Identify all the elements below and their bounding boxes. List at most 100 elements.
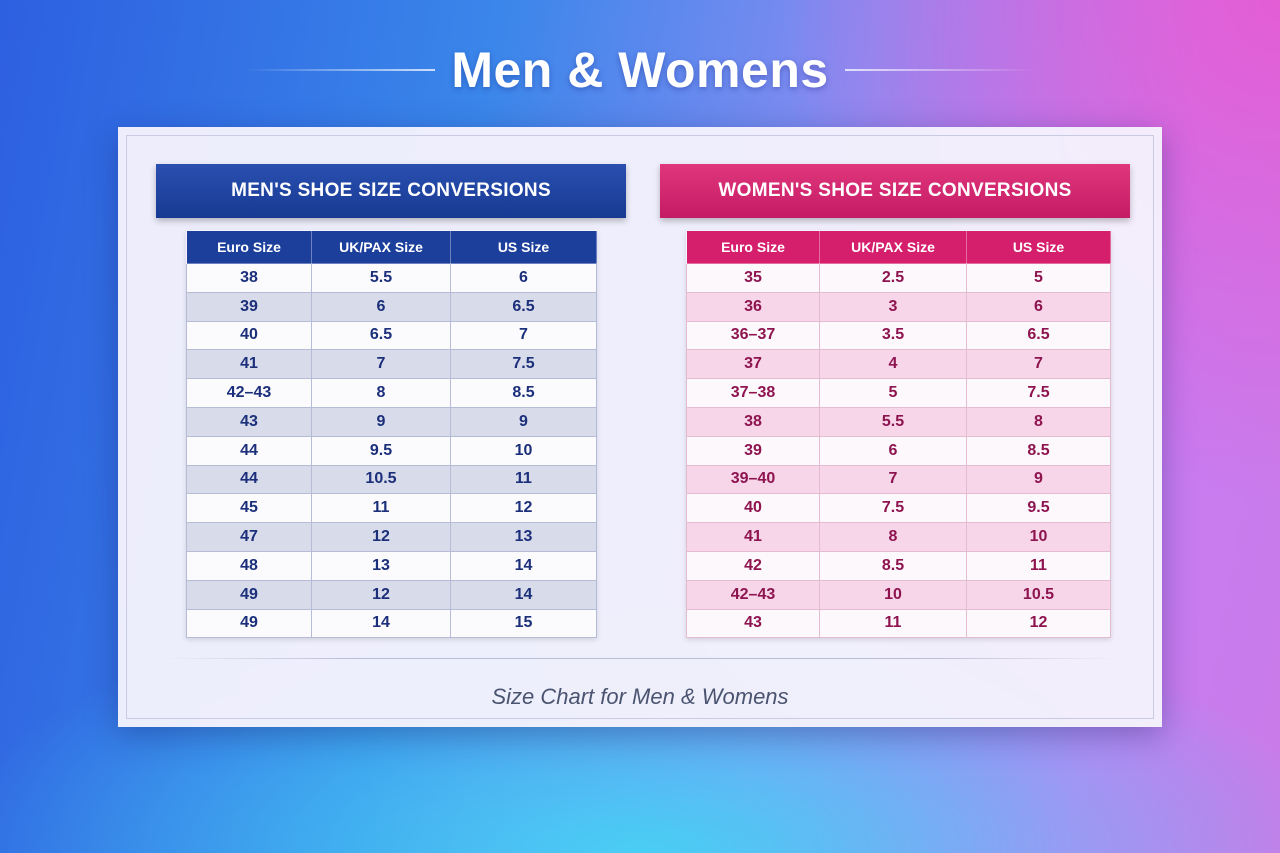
title-divider-left — [245, 69, 436, 71]
women-us-size-cell: 12 — [966, 608, 1111, 639]
size-chart-card: MEN'S SHOE SIZE CONVERSIONS WOMEN'S SHOE… — [118, 127, 1162, 727]
women-table-row: 40 7.5 9.5 — [686, 493, 1111, 524]
men-uk-pax-size-cell: 8 — [311, 378, 451, 408]
women-euro-size-cell: 37 — [686, 349, 820, 380]
men-table-row: 43 9 9 — [186, 406, 597, 437]
women-col-us: US Size — [966, 230, 1111, 264]
women-table-row: 35 2.5 5 — [686, 263, 1111, 293]
women-uk-pax-size-cell: 5.5 — [819, 406, 967, 437]
women-us-size-cell: 8 — [966, 406, 1111, 437]
men-table-row: 45 11 12 — [186, 493, 597, 524]
page-title: Men & Womens — [451, 42, 829, 98]
men-uk-pax-size-cell: 5.5 — [311, 263, 451, 293]
men-euro-size-cell: 42–43 — [186, 378, 312, 408]
men-table-body: 38 5.5 6 39 6 6.5 40 6.5 7 41 7 7.5 42–43 8 8.5 43 9 9 44 9… — [186, 263, 597, 639]
women-euro-size-cell: 39–40 — [686, 464, 820, 495]
men-uk-pax-size-cell: 6.5 — [311, 320, 451, 351]
women-table-row: 38 5.5 8 — [686, 406, 1111, 437]
men-euro-size-cell: 44 — [186, 464, 312, 495]
men-us-size-cell: 13 — [450, 522, 597, 552]
men-col-euro: Euro Size — [186, 230, 312, 264]
women-uk-pax-size-cell: 10 — [819, 579, 967, 610]
women-table-row: 37 4 7 — [686, 349, 1111, 380]
men-uk-pax-size-cell: 13 — [311, 550, 451, 581]
men-us-size-cell: 8.5 — [450, 378, 597, 408]
men-uk-pax-size-cell: 6 — [311, 291, 451, 322]
women-col-uk: UK/PAX Size — [819, 230, 967, 264]
women-table-row: 39 6 8.5 — [686, 435, 1111, 466]
men-table-row: 38 5.5 6 — [186, 263, 597, 293]
men-col-us: US Size — [450, 230, 597, 264]
women-uk-pax-size-cell: 2.5 — [819, 263, 967, 293]
men-table-row: 41 7 7.5 — [186, 349, 597, 380]
women-euro-size-cell: 40 — [686, 493, 820, 524]
women-size-table: Euro Size UK/PAX Size US Size 35 2.5 5 36 3 6… — [686, 230, 1111, 639]
men-table-row: 40 6.5 7 — [186, 320, 597, 351]
women-table-row: 41 8 10 — [686, 522, 1111, 552]
women-table-row: 39–40 7 9 — [686, 464, 1111, 495]
men-uk-pax-size-cell: 9 — [311, 406, 451, 437]
women-euro-size-cell: 43 — [686, 608, 820, 639]
women-uk-pax-size-cell: 7 — [819, 464, 967, 495]
men-us-size-cell: 15 — [450, 608, 597, 639]
men-table-row: 44 9.5 10 — [186, 435, 597, 466]
women-table-row: 42–43 10 10.5 — [686, 579, 1111, 610]
women-us-size-cell: 10 — [966, 522, 1111, 552]
women-euro-size-cell: 39 — [686, 435, 820, 466]
women-us-size-cell: 10.5 — [966, 579, 1111, 610]
women-us-size-cell: 5 — [966, 263, 1111, 293]
women-euro-size-cell: 37–38 — [686, 378, 820, 408]
men-euro-size-cell: 40 — [186, 320, 312, 351]
men-table-row: 39 6 6.5 — [186, 291, 597, 322]
caption-divider — [163, 658, 1117, 659]
title-bar: Men & Womens — [0, 30, 1280, 110]
men-euro-size-cell: 45 — [186, 493, 312, 524]
women-uk-pax-size-cell: 8.5 — [819, 550, 967, 581]
men-euro-size-cell: 49 — [186, 579, 312, 610]
card-frame: MEN'S SHOE SIZE CONVERSIONS WOMEN'S SHOE… — [126, 135, 1154, 719]
women-euro-size-cell: 41 — [686, 522, 820, 552]
men-euro-size-cell: 44 — [186, 435, 312, 466]
men-euro-size-cell: 41 — [186, 349, 312, 380]
men-us-size-cell: 14 — [450, 579, 597, 610]
women-uk-pax-size-cell: 7.5 — [819, 493, 967, 524]
women-table-row: 36–37 3.5 6.5 — [686, 320, 1111, 351]
men-table-row: 44 10.5 11 — [186, 464, 597, 495]
women-us-size-cell: 9.5 — [966, 493, 1111, 524]
men-col-uk: UK/PAX Size — [311, 230, 451, 264]
men-table-row: 48 13 14 — [186, 550, 597, 581]
men-uk-pax-size-cell: 9.5 — [311, 435, 451, 466]
women-uk-pax-size-cell: 6 — [819, 435, 967, 466]
men-euro-size-cell: 39 — [186, 291, 312, 322]
women-table-row: 43 11 12 — [686, 608, 1111, 639]
men-uk-pax-size-cell: 14 — [311, 608, 451, 639]
men-uk-pax-size-cell: 7 — [311, 349, 451, 380]
women-uk-pax-size-cell: 11 — [819, 608, 967, 639]
women-uk-pax-size-cell: 3.5 — [819, 320, 967, 351]
men-us-size-cell: 12 — [450, 493, 597, 524]
men-euro-size-cell: 48 — [186, 550, 312, 581]
men-table-row: 49 12 14 — [186, 579, 597, 610]
women-us-size-cell: 11 — [966, 550, 1111, 581]
men-size-table: Euro Size UK/PAX Size US Size 38 5.5 6 39 6 6… — [186, 230, 597, 639]
men-table-row: 42–43 8 8.5 — [186, 378, 597, 408]
men-uk-pax-size-cell: 12 — [311, 579, 451, 610]
women-us-size-cell: 7.5 — [966, 378, 1111, 408]
men-heading: MEN'S SHOE SIZE CONVERSIONS — [156, 164, 626, 218]
men-uk-pax-size-cell: 10.5 — [311, 464, 451, 495]
women-euro-size-cell: 35 — [686, 263, 820, 293]
women-uk-pax-size-cell: 8 — [819, 522, 967, 552]
women-euro-size-cell: 38 — [686, 406, 820, 437]
women-table-row: 37–38 5 7.5 — [686, 378, 1111, 408]
men-us-size-cell: 7 — [450, 320, 597, 351]
men-us-size-cell: 6.5 — [450, 291, 597, 322]
men-table-row: 47 12 13 — [186, 522, 597, 552]
men-table-row: 49 14 15 — [186, 608, 597, 639]
men-uk-pax-size-cell: 11 — [311, 493, 451, 524]
women-table-body: 35 2.5 5 36 3 6 36–37 3.5 6.5 37 4 7 37–38 5 7.5 38 5.5 8… — [686, 263, 1111, 639]
women-euro-size-cell: 42 — [686, 550, 820, 581]
women-us-size-cell: 6 — [966, 291, 1111, 322]
men-us-size-cell: 14 — [450, 550, 597, 581]
men-euro-size-cell: 43 — [186, 406, 312, 437]
women-heading: WOMEN'S SHOE SIZE CONVERSIONS — [660, 164, 1130, 218]
